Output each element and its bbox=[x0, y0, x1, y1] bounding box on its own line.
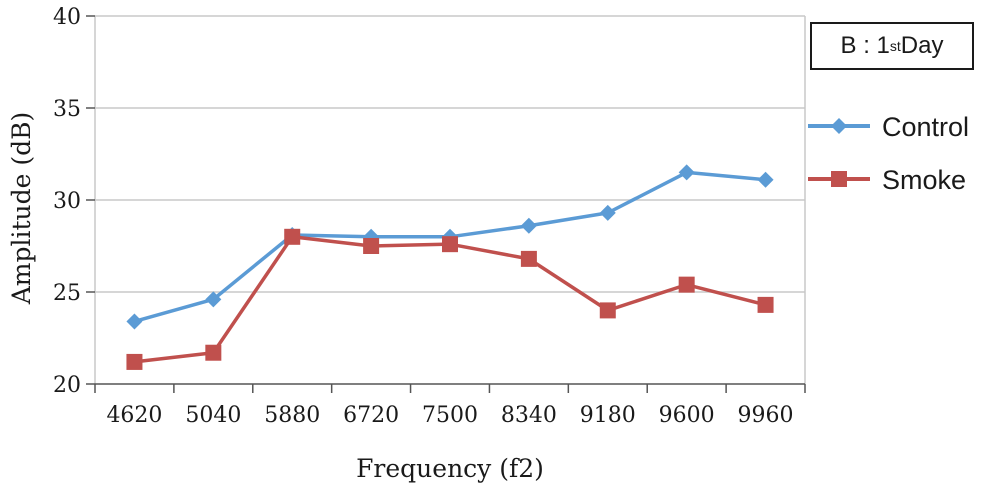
y-tick-label: 30 bbox=[53, 189, 81, 214]
series-layer bbox=[126, 164, 774, 370]
x-tick-label: 8340 bbox=[501, 403, 557, 428]
data-point-smoke bbox=[520, 250, 537, 267]
legend-label-smoke: Smoke bbox=[882, 165, 966, 195]
x-tick-label: 6720 bbox=[343, 403, 399, 428]
y-tick-label: 20 bbox=[53, 373, 81, 398]
grid-lines bbox=[94, 15, 806, 384]
data-point-smoke bbox=[284, 228, 301, 245]
y-tick-label: 25 bbox=[53, 281, 81, 306]
data-point-control bbox=[678, 164, 695, 181]
data-point-control bbox=[599, 204, 616, 221]
y-tick-label: 40 bbox=[53, 5, 81, 30]
data-point-smoke bbox=[757, 296, 774, 313]
legend-item-smoke: Smoke bbox=[808, 165, 966, 195]
data-point-smoke bbox=[363, 238, 380, 254]
data-point-smoke bbox=[442, 236, 458, 253]
x-axis-title: Frequency (f2) bbox=[356, 454, 544, 483]
series-smoke bbox=[126, 228, 774, 370]
legend-marker-control bbox=[831, 118, 847, 134]
legend-marker-smoke bbox=[831, 171, 847, 187]
x-tick-label: 7500 bbox=[422, 403, 478, 428]
x-tick-label: 5880 bbox=[264, 403, 320, 428]
x-tick-label: 4620 bbox=[106, 403, 162, 428]
data-point-control bbox=[520, 217, 537, 234]
y-tick-label: 35 bbox=[53, 97, 81, 122]
x-axis-ticks: 4620 5040 5880 6720 7500 8340 9180 9600 9960 bbox=[94, 384, 806, 428]
y-axis-ticks: 20 25 30 35 40 bbox=[53, 5, 95, 398]
annotation-prefix: B : 1 bbox=[840, 32, 890, 59]
series-line-smoke bbox=[134, 235, 766, 364]
x-tick-label: 9180 bbox=[580, 403, 636, 428]
legend-label-control: Control bbox=[882, 112, 969, 142]
data-point-smoke bbox=[678, 276, 695, 293]
data-point-control bbox=[126, 313, 143, 330]
data-point-control bbox=[757, 171, 774, 188]
data-point-smoke bbox=[599, 302, 616, 319]
legend-item-control: Control bbox=[808, 112, 969, 142]
y-axis-title: Amplitude (dB) bbox=[7, 112, 36, 306]
annotation-superscript: st bbox=[889, 38, 901, 54]
x-tick-label: 9960 bbox=[738, 403, 794, 428]
x-tick-label: 9600 bbox=[659, 403, 715, 428]
annotation-suffix: Day bbox=[900, 32, 944, 59]
data-point-control bbox=[205, 291, 222, 308]
legend: Control Smoke bbox=[808, 112, 969, 195]
data-point-smoke bbox=[126, 353, 143, 370]
x-tick-label: 5040 bbox=[185, 403, 241, 428]
data-point-smoke bbox=[205, 344, 222, 361]
